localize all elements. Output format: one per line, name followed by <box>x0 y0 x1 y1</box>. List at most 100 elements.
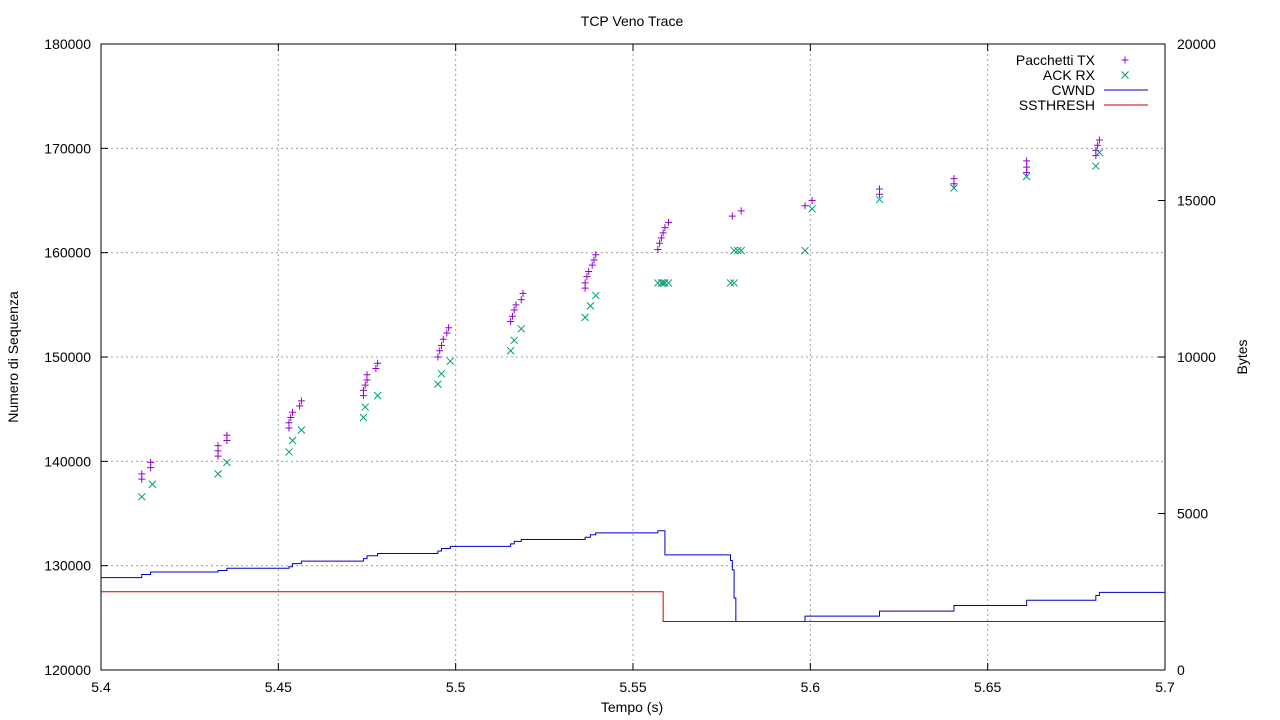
series-cwnd <box>101 530 1165 622</box>
axis-ticks: 5.4 5.45 5.5 5.55 5.6 5.65 5.7 120000 130000 1400… <box>44 36 1216 695</box>
point-pacchetti-tx <box>510 306 518 314</box>
point-ack-rx <box>223 458 231 467</box>
point-pacchetti-tx <box>659 229 667 237</box>
chart-title: TCP Veno Trace <box>581 13 684 29</box>
point-ack-rx <box>437 369 446 378</box>
y-axis-label: Numero di Sequenza <box>5 291 21 423</box>
legend-item-cwnd: CWND <box>1051 82 1148 98</box>
point-pacchetti-tx <box>581 279 589 287</box>
point-pacchetti-tx <box>296 402 304 410</box>
point-ack-rx <box>586 302 595 310</box>
point-pacchetti-tx <box>1023 157 1031 165</box>
grid <box>101 44 1165 670</box>
y-tick-label: 150000 <box>44 349 91 365</box>
legend-label: ACK RX <box>1043 67 1096 83</box>
point-ack-rx <box>1091 162 1100 170</box>
point-pacchetti-tx <box>1023 163 1031 171</box>
point-pacchetti-tx <box>1094 141 1102 149</box>
legend-item-pacchetti-tx: Pacchetti TX <box>1016 52 1129 68</box>
point-ack-rx <box>148 480 157 489</box>
point-pacchetti-tx <box>285 419 293 427</box>
y-tick-label: 120000 <box>44 662 91 678</box>
point-ack-rx <box>297 426 306 434</box>
point-pacchetti-tx <box>661 224 669 232</box>
point-pacchetti-tx <box>439 335 447 343</box>
point-ack-rx <box>288 436 297 445</box>
y-tick-label: 160000 <box>44 245 91 261</box>
line-cwnd <box>101 530 1165 622</box>
point-pacchetti-tx <box>588 261 596 269</box>
point-ack-rx <box>737 246 746 255</box>
point-pacchetti-tx <box>361 381 369 389</box>
y2-tick-label: 0 <box>1177 662 1185 678</box>
x-tick-label: 5.7 <box>1155 679 1175 695</box>
point-pacchetti-tx <box>801 202 809 210</box>
point-ack-rx <box>506 346 515 355</box>
point-pacchetti-tx <box>359 386 367 394</box>
point-pacchetti-tx <box>214 442 222 450</box>
point-pacchetti-tx <box>512 301 520 309</box>
point-ack-rx <box>581 313 589 322</box>
point-ack-rx <box>730 279 738 287</box>
point-ack-rx <box>137 492 146 501</box>
point-ack-rx <box>285 448 293 456</box>
point-pacchetti-tx <box>372 364 380 372</box>
point-ack-rx <box>361 403 370 411</box>
point-ack-rx <box>657 279 666 287</box>
y-tick-label: 170000 <box>44 140 91 156</box>
point-ack-rx <box>510 336 519 345</box>
legend-label: SSTHRESH <box>1019 97 1095 113</box>
x-axis-label: Tempo (s) <box>601 699 663 715</box>
point-pacchetti-tx <box>363 371 371 379</box>
point-pacchetti-tx <box>664 218 672 226</box>
point-pacchetti-tx <box>289 408 297 416</box>
point-pacchetti-tx <box>808 197 816 204</box>
y2-tick-label: 10000 <box>1177 349 1216 365</box>
point-ack-rx <box>808 204 816 213</box>
point-ack-rx <box>1022 172 1031 181</box>
point-pacchetti-tx <box>147 458 155 466</box>
point-pacchetti-tx <box>875 185 883 193</box>
point-ack-rx <box>517 324 526 333</box>
x-tick-label: 5.65 <box>974 679 1001 695</box>
point-pacchetti-tx <box>737 207 745 215</box>
legend-swatch <box>1121 71 1129 79</box>
point-ack-rx <box>801 246 809 255</box>
y2-axis-label: Bytes <box>1234 339 1250 374</box>
legend-swatch <box>1121 56 1129 64</box>
point-pacchetti-tx <box>445 324 453 332</box>
point-ack-rx <box>730 246 738 255</box>
point-pacchetti-tx <box>517 296 525 304</box>
point-pacchetti-tx <box>656 239 664 247</box>
line-ssthresh <box>101 591 1165 622</box>
point-ack-rx <box>434 380 442 388</box>
point-pacchetti-tx <box>437 342 445 350</box>
point-pacchetti-tx <box>585 267 593 275</box>
point-pacchetti-tx <box>138 470 146 478</box>
point-pacchetti-tx <box>508 312 516 320</box>
point-pacchetti-tx <box>297 397 305 405</box>
x-tick-label: 5.5 <box>446 679 466 695</box>
x-tick-label: 5.4 <box>91 679 111 695</box>
point-ack-rx <box>373 391 382 400</box>
point-ack-rx <box>359 413 368 422</box>
legend-item-ssthresh: SSTHRESH <box>1019 97 1148 113</box>
point-ack-rx <box>733 246 742 255</box>
y-tick-label: 140000 <box>44 453 91 469</box>
point-pacchetti-tx <box>1092 146 1100 154</box>
y2-tick-label: 20000 <box>1177 36 1216 52</box>
x-tick-label: 5.45 <box>265 679 292 695</box>
y2-tick-label: 5000 <box>1177 506 1208 522</box>
legend-item-ack-rx: ACK RX <box>1043 67 1129 83</box>
point-pacchetti-tx <box>374 359 382 367</box>
point-ack-rx <box>726 279 735 287</box>
y-tick-label: 130000 <box>44 558 91 574</box>
point-pacchetti-tx <box>519 289 527 297</box>
point-ack-rx <box>214 469 222 478</box>
point-pacchetti-tx <box>654 246 662 254</box>
point-pacchetti-tx <box>592 251 600 259</box>
y2-tick-label: 15000 <box>1177 193 1216 209</box>
series-pacchetti-tx <box>138 136 1103 483</box>
point-pacchetti-tx <box>728 212 736 220</box>
